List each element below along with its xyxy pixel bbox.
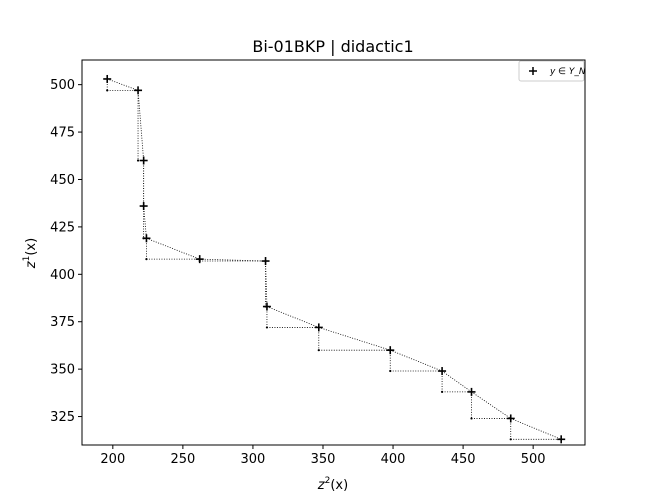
data-point-plus (103, 74, 112, 83)
local-nadir-point (389, 369, 392, 373)
y-tick-label: 375 (50, 315, 75, 330)
front-diagonal (146, 237, 200, 260)
local-nadir-point (509, 438, 512, 441)
x-tick-label: 500 (521, 452, 546, 467)
x-tick-label: 200 (100, 452, 125, 467)
front-diagonal (137, 90, 145, 161)
y-tick-label: 400 (50, 268, 75, 283)
plot-frame (81, 59, 586, 446)
x-tick-label: 250 (170, 452, 195, 467)
x-tick-label: 450 (451, 452, 476, 467)
y-tick-label: 500 (50, 78, 75, 93)
data-point-plus (261, 257, 270, 266)
y-axis-label: z1(x) (22, 238, 39, 269)
data-point-plus (142, 234, 151, 243)
data-point-plus (386, 346, 395, 355)
x-tick-label: 300 (241, 452, 266, 467)
x-tick-label: 400 (381, 452, 406, 467)
front-diagonal (266, 306, 319, 328)
y-tick-label: 350 (50, 363, 75, 378)
y-tick-label: 475 (50, 126, 75, 141)
x-tick-label: 350 (311, 452, 336, 467)
local-nadir-point (145, 258, 148, 261)
front-diagonal (390, 349, 443, 372)
y-tick-label: 325 (50, 410, 75, 425)
data-point-plus (557, 435, 566, 444)
data-point-plus (139, 156, 148, 165)
plot-area (103, 74, 566, 444)
front-diagonal (265, 261, 268, 307)
legend: y ∈ Y_N (518, 60, 586, 82)
data-point-plus (438, 367, 447, 376)
chart-title: Bi-01BKP | didactic1 (252, 37, 413, 56)
data-point-plus (139, 202, 148, 211)
local-nadir-point (136, 159, 140, 162)
front-diagonal (441, 370, 472, 393)
data-point-plus (195, 255, 204, 264)
data-point-plus (314, 323, 323, 332)
front-diagonal (199, 258, 266, 262)
local-nadir-point (470, 417, 473, 420)
local-nadir-point (440, 390, 444, 393)
legend-marker-plus-icon (529, 67, 537, 75)
data-point-plus (506, 414, 515, 423)
local-nadir-point (265, 326, 269, 329)
y-tick-label: 450 (50, 173, 75, 188)
front-diagonal (143, 205, 147, 239)
data-point-plus (134, 86, 143, 95)
local-nadir-point (106, 89, 109, 92)
front-diagonal (471, 391, 511, 419)
local-nadir-point (317, 349, 320, 352)
front-diagonal (107, 78, 139, 91)
x-axis-label: z2(x) (317, 476, 348, 493)
data-point-plus (467, 387, 476, 396)
y-tick-label: 425 (50, 220, 75, 235)
front-diagonal (510, 418, 562, 440)
legend-label: y ∈ Y_N (549, 67, 586, 77)
legend-box (518, 60, 585, 82)
data-point-plus (262, 302, 271, 311)
axes: 200 250 300 350 400 450 500 325 350 375 400 425 450 4… (50, 59, 586, 467)
